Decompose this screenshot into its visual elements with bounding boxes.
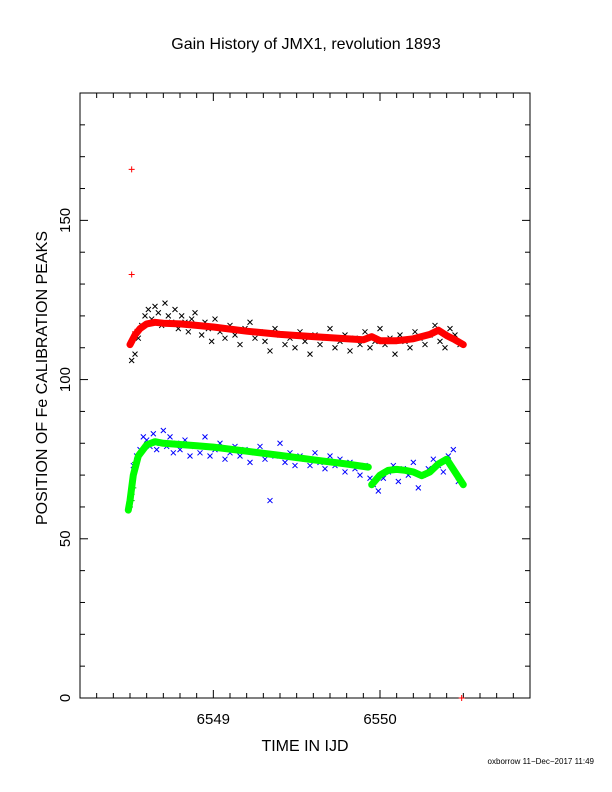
data-point xyxy=(192,309,198,316)
data-point xyxy=(302,338,308,345)
series-5 xyxy=(124,438,372,514)
data-point xyxy=(237,453,243,459)
data-point xyxy=(362,328,368,335)
data-point xyxy=(222,456,228,463)
x-tick-label: 6549 xyxy=(197,711,230,728)
data-point xyxy=(307,462,313,469)
series-3 xyxy=(130,427,462,504)
x-axis-label: TIME IN IJD xyxy=(261,738,349,755)
x-tick-label: 6550 xyxy=(363,711,396,728)
series-line xyxy=(124,438,372,514)
data-point xyxy=(153,446,160,453)
data-point xyxy=(342,469,348,475)
data-point xyxy=(145,306,152,313)
data-point xyxy=(347,348,353,354)
data-point xyxy=(410,459,417,466)
data-point xyxy=(142,313,148,319)
data-point xyxy=(162,300,168,307)
data-point xyxy=(292,462,298,469)
series-line xyxy=(368,455,467,489)
data-point xyxy=(282,341,288,348)
y-tick-label: 0 xyxy=(57,694,74,702)
series-1 xyxy=(128,166,465,701)
data-point xyxy=(312,449,318,456)
y-tick-label: 150 xyxy=(57,208,74,233)
data-point xyxy=(437,338,443,345)
data-point xyxy=(202,434,208,440)
data-point xyxy=(415,484,422,491)
data-point xyxy=(322,465,328,472)
data-point xyxy=(185,328,192,335)
data-point xyxy=(257,443,263,450)
data-point xyxy=(187,453,193,459)
data-point xyxy=(208,338,215,345)
data-point xyxy=(277,440,283,447)
data-point xyxy=(292,344,298,351)
series-6 xyxy=(368,455,467,489)
data-point xyxy=(412,328,418,335)
axis-ticks: 0 50 100 150 6549 6550 xyxy=(57,92,531,728)
data-point xyxy=(375,488,382,494)
data-point xyxy=(222,335,228,342)
data-point xyxy=(282,459,288,466)
series-0 xyxy=(128,300,463,364)
y-tick-label: 100 xyxy=(57,367,74,392)
data-point xyxy=(247,319,253,326)
chart-title: Gain History of JMX1, revolution 1893 xyxy=(171,36,441,53)
data-point xyxy=(160,427,167,434)
data-point xyxy=(170,449,177,456)
data-point xyxy=(262,338,268,345)
data-point xyxy=(267,348,273,354)
data-point xyxy=(247,459,253,466)
data-point xyxy=(207,453,213,459)
data-point xyxy=(178,313,185,319)
data-point xyxy=(430,456,437,463)
data-point xyxy=(198,332,205,338)
data-point xyxy=(450,446,457,453)
data-point xyxy=(317,341,323,348)
data-point xyxy=(447,325,453,332)
data-point xyxy=(132,351,138,357)
data-point xyxy=(407,344,413,351)
data-point xyxy=(442,344,448,351)
data-marks xyxy=(124,166,467,701)
footer-credit: oxborrow 11−Dec−2017 11:49 xyxy=(487,757,594,766)
data-point xyxy=(327,453,333,459)
data-point xyxy=(395,478,402,485)
plot-frame xyxy=(79,92,531,699)
data-point xyxy=(440,469,447,475)
data-point xyxy=(165,313,172,319)
data-point xyxy=(128,271,135,278)
data-point xyxy=(252,335,258,342)
data-point xyxy=(262,456,268,463)
data-point xyxy=(197,449,203,456)
data-point xyxy=(152,303,158,310)
data-point xyxy=(332,344,338,351)
data-point xyxy=(367,344,373,351)
data-point xyxy=(237,341,243,348)
data-point xyxy=(128,357,135,364)
y-tick-label: 50 xyxy=(57,530,74,547)
data-point xyxy=(172,306,178,313)
data-point xyxy=(422,341,428,348)
data-point xyxy=(155,309,162,316)
data-point xyxy=(458,695,465,701)
data-point xyxy=(377,325,383,332)
data-point xyxy=(167,434,173,440)
series-line xyxy=(126,318,467,349)
data-point xyxy=(357,472,363,478)
data-point xyxy=(128,166,135,173)
series-2 xyxy=(126,318,467,349)
data-point xyxy=(307,351,313,357)
data-point xyxy=(392,351,398,357)
data-point xyxy=(327,325,333,332)
data-point xyxy=(150,430,157,437)
data-point xyxy=(212,316,218,322)
data-point xyxy=(267,497,273,504)
data-point xyxy=(188,316,195,322)
